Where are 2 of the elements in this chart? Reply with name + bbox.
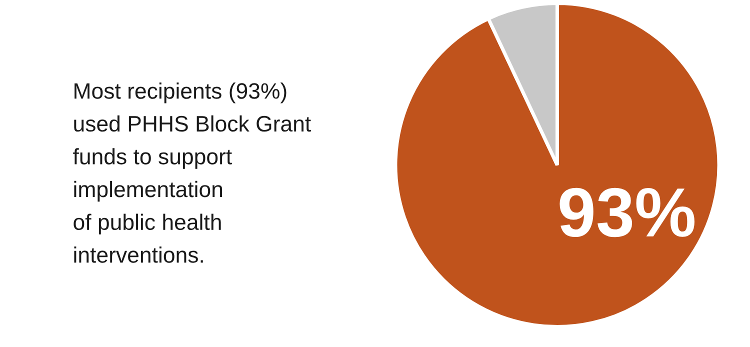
data-label: 93%	[560, 188, 694, 238]
text: Most recipients (93%) used PHHS Block Grant funds to support implementation of public health interventions.	[73, 82, 311, 263]
